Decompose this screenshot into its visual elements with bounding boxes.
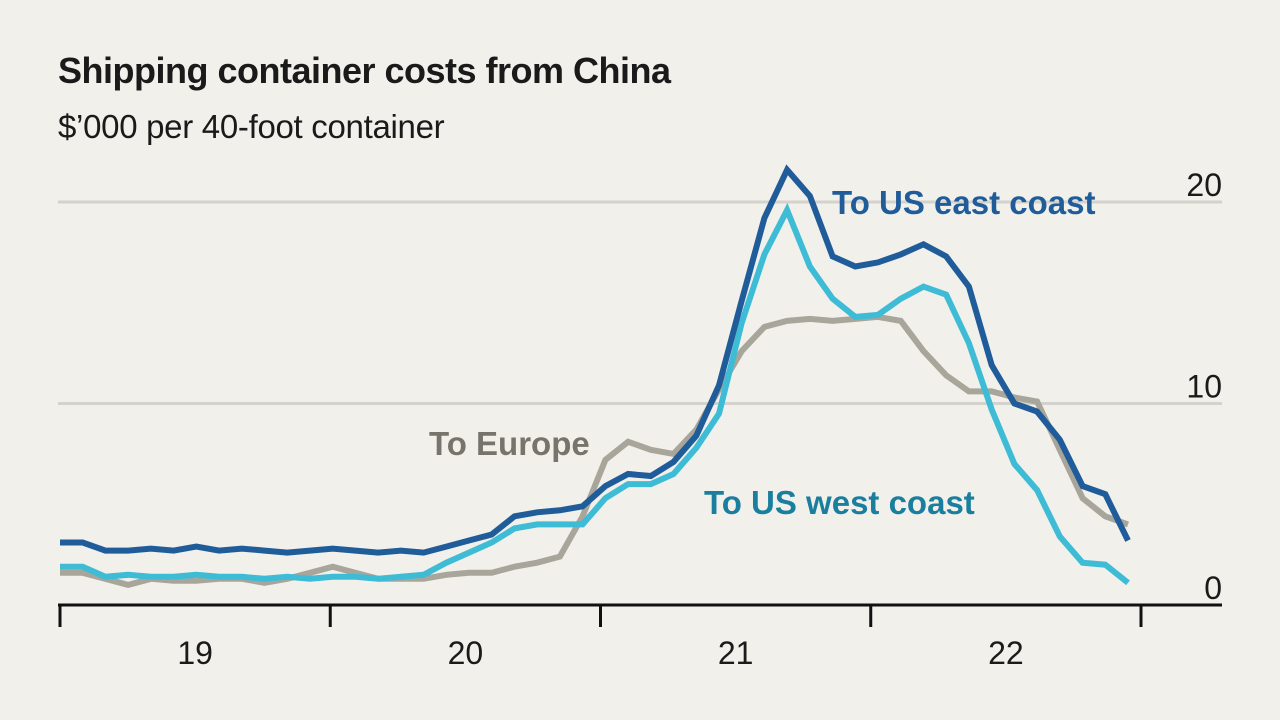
x-tick-label: 19 bbox=[177, 635, 213, 671]
gridlines bbox=[58, 200, 1222, 405]
x-axis: 19 20 21 22 bbox=[58, 603, 1222, 671]
series-line-to-us-east-coast bbox=[60, 164, 1131, 556]
x-tick-label: 21 bbox=[718, 635, 754, 671]
series-label-to-us-east-coast: To US east coast bbox=[832, 184, 1095, 221]
series-line-to-europe bbox=[60, 313, 1130, 589]
y-tick-label: 0 bbox=[1204, 570, 1222, 606]
y-tick-label: 10 bbox=[1186, 369, 1222, 405]
x-tick-label: 20 bbox=[448, 635, 484, 671]
series-label-to-us-west-coast: To US west coast bbox=[704, 484, 975, 521]
series-lines bbox=[60, 164, 1131, 589]
chart-subtitle: $’000 per 40-foot container bbox=[58, 108, 445, 145]
y-tick-label: 20 bbox=[1186, 167, 1222, 203]
chart-title: Shipping container costs from China bbox=[58, 50, 671, 91]
series-labels: To US east coast To US west coast To Europ… bbox=[429, 184, 1095, 521]
x-tick-label: 22 bbox=[988, 635, 1024, 671]
series-line-to-us-west-coast bbox=[60, 202, 1130, 586]
y-axis: 0 10 20 bbox=[1186, 167, 1222, 606]
series-label-to-europe: To Europe bbox=[429, 425, 590, 462]
